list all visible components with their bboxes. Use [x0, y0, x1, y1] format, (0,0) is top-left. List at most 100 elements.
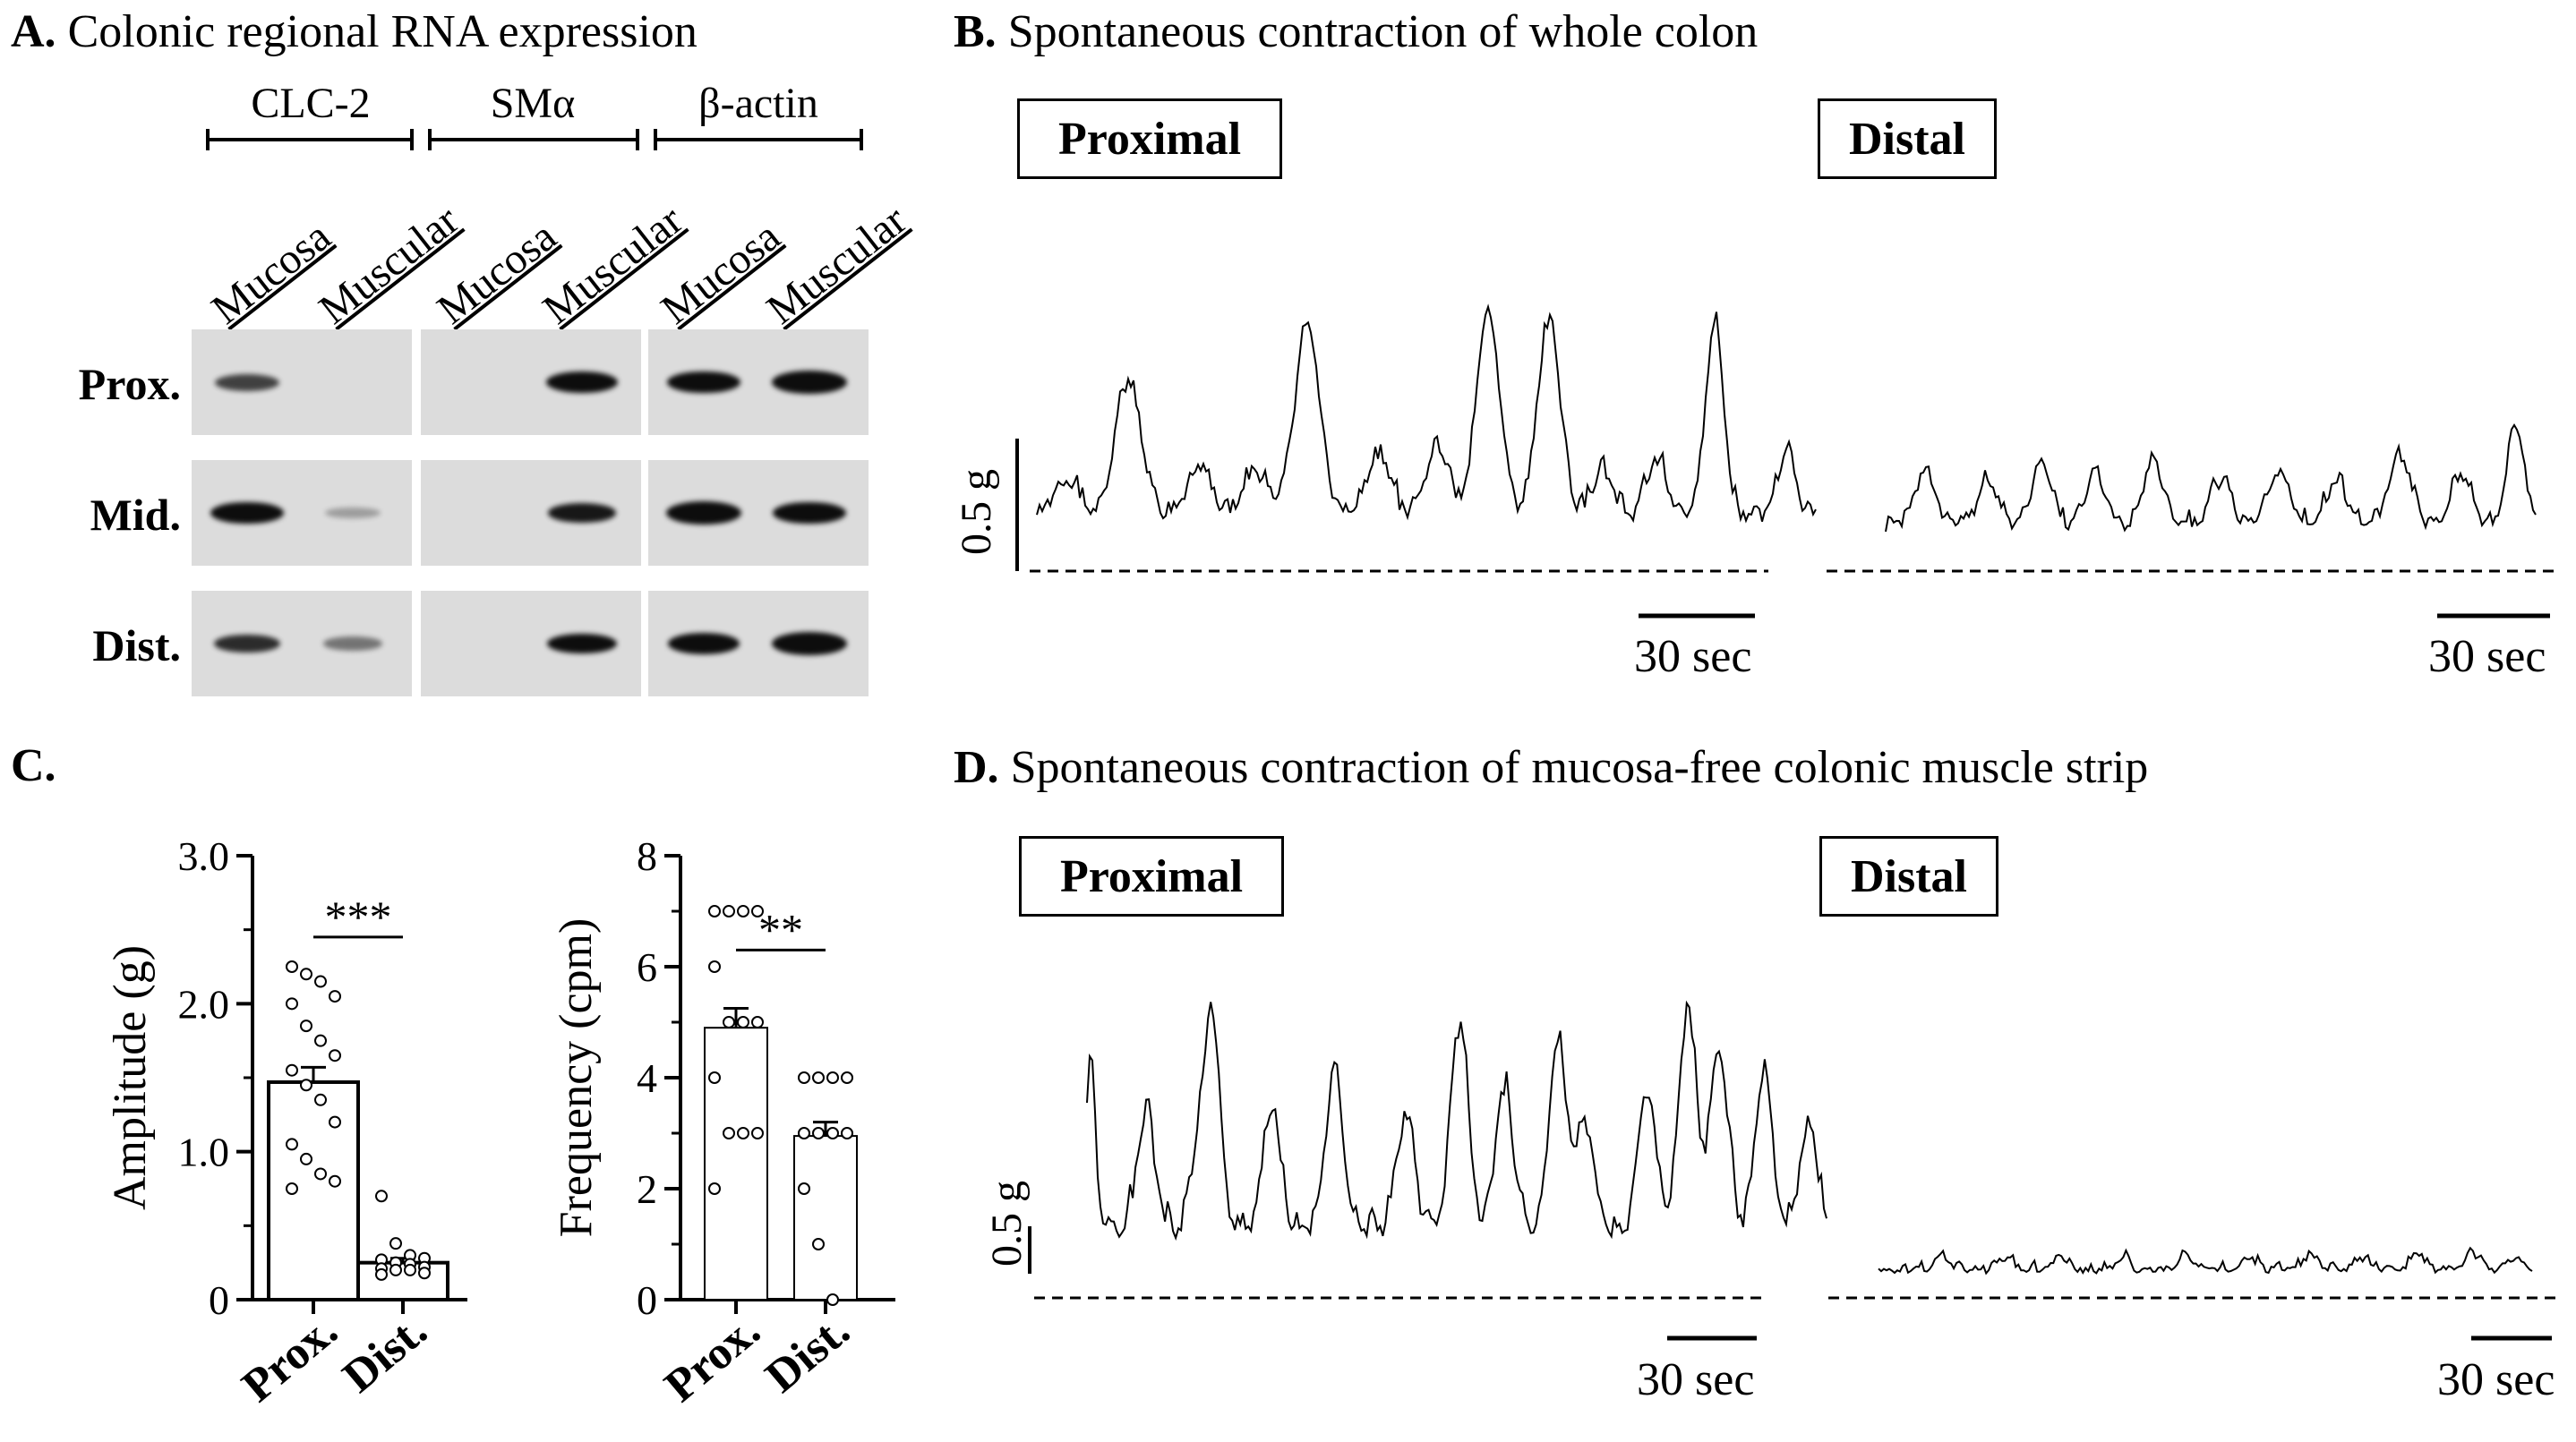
gel-prox-block-1	[192, 329, 412, 435]
data-point	[708, 960, 721, 973]
gel-band	[772, 371, 847, 394]
gel-band	[213, 634, 281, 653]
data-point	[723, 1127, 735, 1139]
panel-b-traces: 0.5 g 30 sec 30 sec	[953, 303, 2556, 682]
data-point	[812, 1127, 825, 1139]
y-tick-label: 2.0	[178, 981, 230, 1027]
gel-band	[772, 632, 847, 655]
data-point	[314, 1167, 327, 1181]
y-tick-label: 8	[637, 833, 657, 879]
gel-band	[545, 371, 619, 393]
data-point	[314, 1034, 327, 1047]
row-label-dist: Dist.	[92, 620, 181, 670]
x-category-label: Prox.	[655, 1305, 770, 1412]
y-tick-label: 2	[637, 1166, 657, 1212]
data-point	[314, 975, 327, 988]
gel-prox-block-3	[648, 329, 869, 435]
data-point	[826, 1071, 839, 1084]
data-point	[841, 1127, 853, 1139]
data-point	[708, 905, 721, 917]
data-point	[375, 1190, 388, 1203]
bar-prox	[704, 1027, 768, 1301]
gene-brackets	[206, 129, 863, 150]
gel-band	[215, 373, 279, 391]
gene-label-clc2: CLC-2	[251, 80, 371, 127]
panel-b-time-label-dist: 30 sec	[2428, 631, 2546, 682]
trace-proximal-whole-colon	[1036, 303, 1817, 524]
data-point	[286, 997, 298, 1011]
gel-mid-block-1	[192, 460, 412, 566]
data-point	[286, 1182, 298, 1195]
panel-b-title: B. Spontaneous contraction of whole colo…	[954, 6, 1759, 57]
y-tick-label: 0	[209, 1277, 229, 1323]
x-category-label: Prox.	[233, 1305, 347, 1412]
gene-label-sma: SMα	[490, 80, 576, 127]
data-point	[286, 960, 298, 973]
data-point	[418, 1267, 431, 1280]
data-point	[723, 1016, 735, 1028]
gel-dist-block-3	[648, 591, 869, 696]
panel-d-y-scale-label: 0.5 g	[983, 1181, 1031, 1267]
gene-label-beta-actin: β-actin	[698, 80, 818, 127]
gel-band	[547, 503, 617, 523]
data-point	[389, 1237, 402, 1250]
distal-label-box-b: Distal	[1818, 98, 1997, 179]
data-point	[389, 1263, 402, 1276]
panel-c-letter: C.	[11, 740, 56, 791]
data-point	[286, 1138, 298, 1151]
data-point	[723, 905, 735, 917]
panel-d-time-label-prox: 30 sec	[1637, 1354, 1754, 1405]
gel-band	[547, 633, 617, 654]
data-point	[708, 1182, 721, 1195]
data-point	[826, 1293, 839, 1306]
y-tick-label: 6	[637, 944, 657, 990]
gel-mid-block-3	[648, 460, 869, 566]
data-point	[841, 1071, 853, 1084]
gel-prox-block-2	[421, 329, 641, 435]
data-point	[300, 1152, 312, 1165]
gel-band	[667, 633, 740, 654]
proximal-label-box-b: Proximal	[1017, 98, 1282, 179]
gel-dist-block-1	[192, 591, 412, 696]
data-point	[798, 1127, 810, 1139]
data-point	[708, 1071, 721, 1084]
data-point	[751, 905, 764, 917]
row-label-prox: Prox.	[78, 359, 181, 409]
y-axis-label: Amplitude (g)	[105, 945, 156, 1210]
row-label-mid: Mid.	[90, 490, 181, 540]
y-axis-label: Frequency (cpm)	[551, 918, 602, 1238]
data-point	[314, 1093, 327, 1106]
data-point	[826, 1127, 839, 1139]
data-point	[798, 1071, 810, 1084]
bar-dist	[793, 1135, 858, 1301]
y-tick-label: 0	[637, 1277, 657, 1323]
gel-band	[667, 371, 740, 394]
panel-d-traces: 0.5 g 30 sec 30 sec	[983, 1000, 2556, 1405]
data-point	[300, 1020, 312, 1033]
panel-d-time-label-dist: 30 sec	[2437, 1354, 2555, 1405]
data-point	[329, 990, 341, 1003]
data-point	[286, 1063, 298, 1077]
x-category-label: Dist.	[757, 1305, 860, 1404]
gel-band	[210, 501, 284, 525]
y-tick-label: 1.0	[178, 1130, 230, 1175]
data-point	[751, 1016, 764, 1028]
proximal-label-box-d: Proximal	[1019, 836, 1284, 917]
trace-distal-muscle-strip	[1878, 1246, 2533, 1276]
bar-prox	[267, 1079, 360, 1301]
data-point	[751, 1127, 764, 1139]
lane-label-6: Muscular	[757, 196, 916, 334]
gel-band	[323, 636, 382, 651]
data-point	[300, 968, 312, 981]
panel-b-y-scale-label: 0.5 g	[953, 469, 1000, 555]
gel-band	[325, 507, 381, 519]
bar-dist	[356, 1260, 449, 1301]
distal-label-box-d: Distal	[1819, 836, 1998, 917]
gel-band	[773, 501, 846, 525]
data-point	[798, 1182, 810, 1195]
data-point	[737, 1127, 749, 1139]
data-point	[375, 1267, 388, 1281]
data-point	[812, 1238, 825, 1250]
data-point	[300, 1079, 312, 1092]
